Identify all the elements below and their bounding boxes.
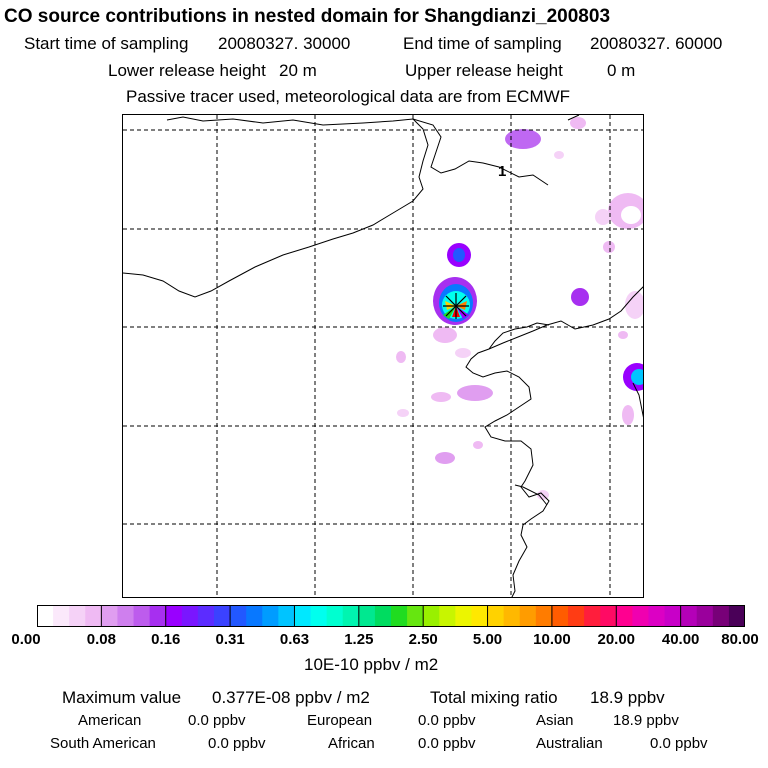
end-time-label: End time of sampling — [403, 34, 562, 53]
colorbar-swatch — [696, 605, 714, 627]
european-label: European — [307, 712, 373, 729]
colorbar-swatch — [455, 605, 472, 627]
colorbar-swatch — [487, 605, 505, 627]
colorbar-swatch — [471, 605, 489, 627]
colorbar-swatch — [149, 605, 167, 627]
colorbar-swatch — [230, 605, 247, 627]
colorbar-border — [37, 605, 745, 627]
colorbar-swatch — [342, 605, 360, 627]
upper-release-label: Upper release height — [405, 61, 563, 80]
concentration-field — [396, 117, 643, 500]
european-value: 0.0 ppbv — [418, 712, 476, 729]
colorbar-swatch — [37, 605, 54, 627]
colorbar-swatch — [246, 605, 263, 627]
colorbar-tick-label: 1.25 — [344, 631, 374, 648]
colorbar-swatch — [117, 605, 135, 627]
colorbar-swatch — [551, 605, 569, 627]
asian-label: Asian — [536, 712, 574, 729]
colorbar-swatch — [278, 605, 295, 627]
colorbar-tick-label: 20.00 — [597, 631, 636, 648]
colorbar — [37, 605, 745, 627]
tracer-note: Passive tracer used, meteorological data… — [126, 87, 571, 106]
colorbar-swatch — [664, 605, 682, 627]
colorbar-swatch — [391, 605, 408, 627]
colorbar-swatch — [584, 605, 601, 627]
colorbar-swatch — [53, 605, 70, 627]
colorbar-swatch — [133, 605, 151, 627]
colorbar-swatch — [712, 605, 730, 627]
colorbar-swatch — [85, 605, 102, 627]
american-label: American — [78, 712, 142, 729]
colorbar-swatch — [519, 605, 537, 627]
colorbar-tick-label: 0.00 — [11, 631, 41, 648]
colorbar-swatch — [616, 605, 633, 627]
colorbar-tick-label: 5.00 — [472, 631, 503, 648]
colorbar-unit: 10E-10 ppbv / m2 — [304, 655, 439, 674]
colorbar-swatch — [326, 605, 344, 627]
receptor-star-icon — [443, 293, 469, 319]
colorbar-tick-label: 0.16 — [151, 631, 181, 648]
total-mixing-label: Total mixing ratio — [430, 688, 558, 707]
african-value: 0.0 ppbv — [418, 735, 476, 752]
colorbar-swatch — [101, 605, 118, 627]
colorbar-tick-label: 0.31 — [215, 631, 245, 648]
australian-value: 0.0 ppbv — [650, 735, 708, 752]
colorbar-swatch — [358, 605, 376, 627]
max-value-label: Maximum value — [62, 688, 182, 707]
colorbar-tick-label: 80.00 — [721, 631, 759, 648]
colorbar-swatch — [197, 605, 215, 627]
colorbar-swatch — [310, 605, 328, 627]
colorbar-swatch — [262, 605, 279, 627]
colorbar-swatch — [69, 605, 86, 627]
asian-value: 18.9 ppbv — [613, 712, 679, 729]
lower-release-value: 20 m — [279, 61, 317, 80]
colorbar-swatch — [374, 605, 392, 627]
colorbar-swatch — [728, 605, 745, 627]
colorbar-tick-label: 0.63 — [279, 631, 310, 648]
upper-release-value: 0 m — [607, 61, 636, 80]
colorbar-swatch — [503, 605, 521, 627]
american-value: 0.0 ppbv — [188, 712, 246, 729]
colorbar-swatch — [294, 605, 312, 627]
colorbar-tick-label: 10.00 — [533, 631, 571, 648]
colorbar-swatch — [535, 605, 553, 627]
chart-title: CO source contributions in nested domain… — [4, 6, 611, 27]
max-value: 0.377E-08 ppbv / m2 — [212, 688, 370, 707]
south-american-label: South American — [50, 735, 156, 752]
south-american-value: 0.0 ppbv — [208, 735, 266, 752]
colorbar-tick-label: 2.50 — [408, 631, 438, 648]
colorbar-tick-label: 0.08 — [86, 631, 116, 648]
lat-lon-grid — [123, 115, 643, 597]
coastline — [123, 115, 643, 597]
colorbar-swatch — [600, 605, 617, 627]
australian-label: Australian — [536, 735, 603, 752]
start-time-label: Start time of sampling — [24, 34, 189, 53]
colorbar-tick-label: 40.00 — [661, 631, 700, 648]
colorbar-swatch — [181, 605, 199, 627]
total-mixing-value: 18.9 ppbv — [590, 688, 665, 707]
lower-release-label: Lower release height — [108, 61, 266, 80]
colorbar-swatch — [680, 605, 698, 627]
map-panel: 1 — [122, 114, 644, 598]
colorbar-swatch — [165, 605, 183, 627]
african-label: African — [328, 735, 375, 752]
colorbar-swatch — [439, 605, 456, 627]
colorbar-swatch — [214, 605, 231, 627]
colorbar-swatch — [568, 605, 585, 627]
map-canvas: 1 — [123, 115, 643, 597]
end-time-value: 20080327. 60000 — [590, 34, 723, 53]
start-time-value: 20080327. 30000 — [218, 34, 351, 53]
colorbar-swatch — [648, 605, 666, 627]
map-label-1: 1 — [498, 163, 506, 180]
colorbar-swatch — [632, 605, 649, 627]
colorbar-swatch — [423, 605, 440, 627]
colorbar-swatch — [407, 605, 424, 627]
